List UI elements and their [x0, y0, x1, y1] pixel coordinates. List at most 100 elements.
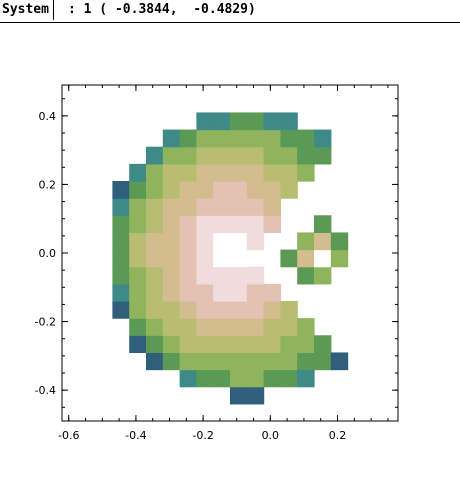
heatmap-cell [196, 146, 214, 165]
cursor-coordinate-readout: : 1 ( -0.3844, -0.4829) [68, 2, 256, 17]
heatmap-cell [162, 146, 181, 165]
heatmap-cell [280, 369, 298, 388]
heatmap-cell [246, 181, 265, 199]
heatmap-cell [297, 232, 315, 251]
heatmap-cell [314, 232, 332, 251]
y-tick-label: 0.0 [39, 247, 57, 260]
heatmap-cell [196, 335, 214, 354]
heatmap-cell [230, 232, 248, 251]
heatmap-cell [246, 163, 265, 182]
heatmap-cell [230, 181, 248, 199]
system-menu-label[interactable]: System [0, 0, 54, 20]
y-tick-label: 0.2 [39, 178, 57, 191]
heatmap-cell [146, 283, 164, 302]
heatmap-cell [213, 352, 231, 371]
heatmap-cell [246, 386, 265, 405]
heatmap-cell [280, 335, 298, 354]
heatmap-cell [213, 163, 231, 182]
heatmap-cell [129, 301, 147, 319]
heatmap-cell [162, 352, 181, 371]
heatmap-cell [213, 283, 231, 302]
heatmap-cell [162, 249, 181, 268]
heatmap-cell [179, 232, 197, 251]
heatmap-cell [263, 146, 281, 165]
heatmap-cell [146, 146, 164, 165]
heatmap-cell [112, 198, 130, 216]
heatmap-cell [112, 232, 130, 251]
heatmap-cell [230, 301, 248, 319]
heatmap-cell [213, 232, 231, 251]
heatmap-cell [246, 215, 265, 234]
heatmap-cell [280, 249, 298, 268]
heatmap-cell [162, 266, 181, 285]
heatmap-cell [263, 283, 281, 302]
heatmap-cell [179, 146, 197, 165]
heatmap-cell [230, 266, 248, 285]
heatmap-cell [146, 335, 164, 354]
heatmap-cell [314, 352, 332, 371]
heatmap-cell [213, 129, 231, 148]
heatmap-cell [297, 146, 315, 165]
heatmap-cell [196, 266, 214, 285]
heatmap-cell [246, 129, 265, 148]
heatmap-cell [162, 283, 181, 302]
heatmap-cell [129, 181, 147, 199]
y-tick-label: -0.2 [35, 316, 56, 329]
heatmap-cell [162, 335, 181, 354]
heatmap-cell [112, 249, 130, 268]
heatmap-cell [280, 163, 298, 182]
heatmap-cell [213, 249, 231, 268]
heatmap-cell [246, 283, 265, 302]
heatmap-cell [280, 181, 298, 199]
heatmap-cell [213, 335, 231, 354]
heatmap-cell [179, 181, 197, 199]
heatmap-cell [246, 112, 265, 131]
y-tick-label: -0.4 [35, 384, 56, 397]
heatmap-cell [196, 163, 214, 182]
heatmap-cell [263, 163, 281, 182]
heatmap-cell [230, 283, 248, 302]
heatmap-cell [179, 129, 197, 148]
heatmap-cell [263, 129, 281, 148]
heatmap-cell [129, 266, 147, 285]
heatmap-cell [230, 215, 248, 234]
heatmap-cell [297, 369, 315, 388]
heatmap-cell [196, 318, 214, 336]
x-tick-label: -0.6 [58, 429, 79, 442]
heatmap-cell [146, 198, 164, 216]
heatmap-cell [162, 215, 181, 234]
heatmap-cell [112, 181, 130, 199]
heatmap-cell [230, 163, 248, 182]
heatmap-cell [230, 318, 248, 336]
heatmap-cell [230, 146, 248, 165]
heatmap-cell [146, 215, 164, 234]
heatmap-cell [246, 146, 265, 165]
heatmap-cell [162, 181, 181, 199]
heatmap-cell [246, 335, 265, 354]
heatmap-cell [146, 232, 164, 251]
heatmap-cell [297, 163, 315, 182]
heatmap-cell [297, 266, 315, 285]
heatmap-cell [196, 352, 214, 371]
heatmap-cell [112, 301, 130, 319]
heatmap-cell [263, 318, 281, 336]
heatmap-cell [280, 301, 298, 319]
heatmap-cell [146, 318, 164, 336]
heatmap-cell [230, 335, 248, 354]
heatmap-cell [246, 318, 265, 336]
heatmap-cell [129, 318, 147, 336]
heatmap-cell [246, 198, 265, 216]
heatmap-cell [263, 301, 281, 319]
heatmap-cell [297, 335, 315, 354]
heatmap-cell [314, 146, 332, 165]
heatmap-cell [162, 318, 181, 336]
heatmap-cell [146, 163, 164, 182]
heatmap-cell [246, 369, 265, 388]
heatmap-cell [179, 369, 197, 388]
heatmap-cell [179, 215, 197, 234]
heatmap-cell [230, 352, 248, 371]
heatmap-cell [213, 369, 231, 388]
heatmap-cell [196, 369, 214, 388]
heatmap-cell [230, 369, 248, 388]
